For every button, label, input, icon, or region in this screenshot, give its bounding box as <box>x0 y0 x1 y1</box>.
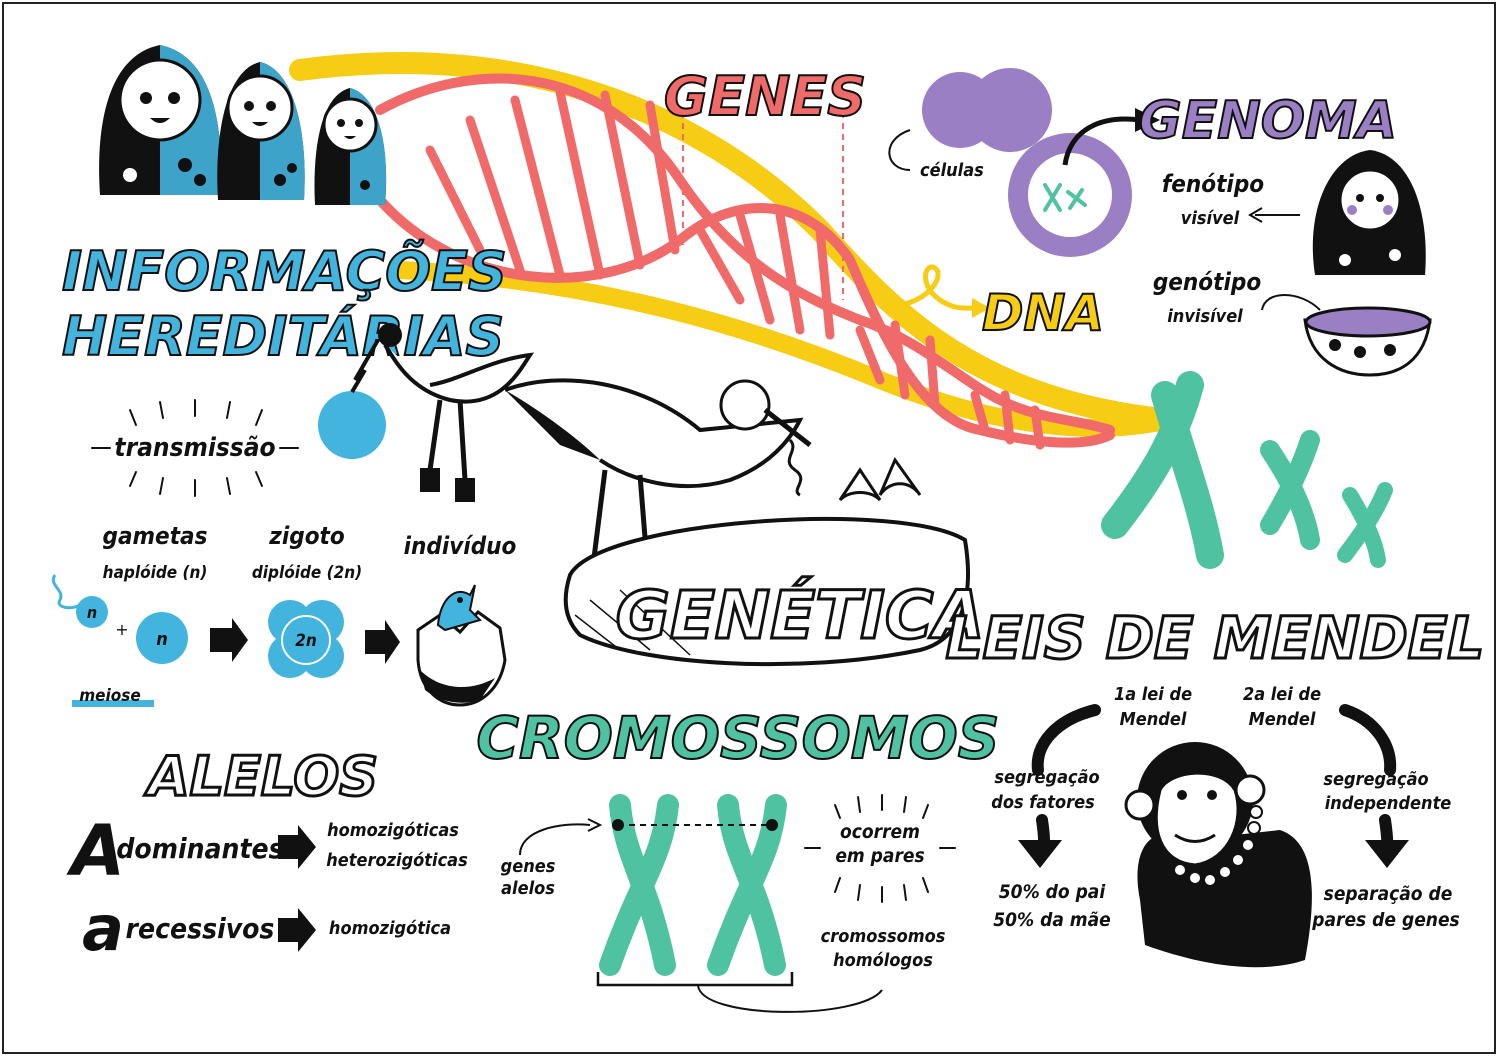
zigoto-label: zigoto <box>268 522 345 550</box>
ocorrem-burst <box>804 794 956 903</box>
gene-locus-left <box>612 819 624 831</box>
matryoshka-doll-small <box>314 88 387 205</box>
gamete-egg <box>136 612 188 664</box>
mae-label: 50% da mãe <box>993 909 1111 931</box>
genes-alelos-1: genes <box>501 856 556 877</box>
segregacao-fatores-2: dos fatores <box>991 792 1095 813</box>
recessivos-label: recessivos <box>126 912 275 945</box>
hatching-chick <box>416 584 507 707</box>
hereditary-title-line1: INFORMAÇÕES <box>62 240 507 303</box>
genes-alelos-2: alelos <box>501 878 555 899</box>
genes-alelos-pointer <box>519 823 591 856</box>
homologos-line1: cromossomos <box>821 926 946 947</box>
lei2-line1: 2a lei de <box>1243 684 1321 705</box>
mendel-title: LEIS DE MENDEL <box>946 604 1485 672</box>
cromossomos-title: CROMOSSOMOS <box>476 704 999 772</box>
matryoshka-doll-large <box>99 45 221 195</box>
small-a: a <box>82 892 124 965</box>
arrow-to-zigoto <box>210 618 248 662</box>
homolog-connector <box>697 984 883 1013</box>
matryoshka-doll-medium <box>217 62 305 200</box>
genes-label: GENES <box>664 65 866 128</box>
zygote <box>268 600 344 678</box>
segregacao-fatores-1: segregação <box>994 767 1099 788</box>
arrow-head-left <box>1018 840 1062 868</box>
arrow-to-individuo <box>365 620 400 664</box>
genes-alelos-arrowhead <box>587 818 603 832</box>
arrow-recessivos <box>278 908 316 952</box>
stork-nest-illustration <box>504 378 970 667</box>
homozigotica-label: homozigótica <box>329 918 451 939</box>
homologous-chromosomes-illustration <box>599 794 787 976</box>
genoma-label: GENOMA <box>1139 91 1397 151</box>
transmission-burst <box>91 399 299 497</box>
individuo-label: indivíduo <box>404 532 517 560</box>
arrow-dominantes <box>278 825 316 869</box>
zygote-2n: 2n <box>295 631 317 651</box>
chimpanzee-illustration <box>1124 742 1312 968</box>
gamete-n1: n <box>87 603 97 622</box>
gametas-label: gametas <box>103 522 208 550</box>
lei2-line2: Mendel <box>1249 709 1316 730</box>
separacao-2: pares de genes <box>1311 909 1459 931</box>
gene-locus-right <box>766 819 778 831</box>
diploide-label: diplóide (2n) <box>252 563 362 583</box>
matryoshka-open-illustration <box>1248 150 1432 377</box>
lei1-line2: Mendel <box>1120 709 1187 730</box>
meiose-underline <box>72 700 154 707</box>
separacao-1: separação de <box>1324 883 1453 905</box>
matryoshka-dolls-illustration <box>99 45 387 205</box>
heterozigoticas-label: heterozigóticas <box>326 850 468 871</box>
segregacao-indep-2: independente <box>1325 793 1452 814</box>
segregacao-indep-1: segregação <box>1323 769 1428 790</box>
arrow-head-right <box>1365 840 1409 868</box>
invisivel-label: invisível <box>1167 306 1243 327</box>
cells-illustration <box>888 68 1160 257</box>
pai-label: 50% do pai <box>999 881 1107 903</box>
genetica-title: GENÉTICA <box>616 576 985 654</box>
ocorrem-line2: em pares <box>835 845 924 867</box>
genotipo-label: genótipo <box>1153 268 1261 296</box>
visivel-label: visível <box>1181 208 1240 229</box>
plus-sign: + <box>115 620 128 639</box>
haploide-label: haplóide (n) <box>103 563 208 583</box>
homolog-bracket <box>596 972 794 987</box>
hereditary-title-line2: HEREDITÁRIAS <box>62 305 504 368</box>
chromosomes-large-illustration <box>1101 371 1393 569</box>
dominantes-label: dominantes <box>116 832 283 865</box>
alelos-title: ALELOS <box>144 745 378 808</box>
gamete-n2: n <box>156 629 168 650</box>
celulas-label: células <box>920 160 984 181</box>
dna-label: DNA <box>982 284 1104 342</box>
meiose-label: meiose <box>79 686 141 706</box>
transmissao-label: transmissão <box>114 433 275 463</box>
homozigoticas-label: homozigóticas <box>327 820 459 841</box>
homologos-line2: homólogos <box>833 950 933 971</box>
fenotipo-label: fenótipo <box>1162 170 1264 198</box>
dna-helix-illustration <box>289 52 1200 450</box>
lei1-line1: 1a lei de <box>1114 684 1192 705</box>
ocorrem-line1: ocorrem <box>840 821 920 843</box>
big-a: A <box>66 810 125 892</box>
gamete-sperm <box>51 574 108 628</box>
stork-illustration <box>318 323 535 502</box>
